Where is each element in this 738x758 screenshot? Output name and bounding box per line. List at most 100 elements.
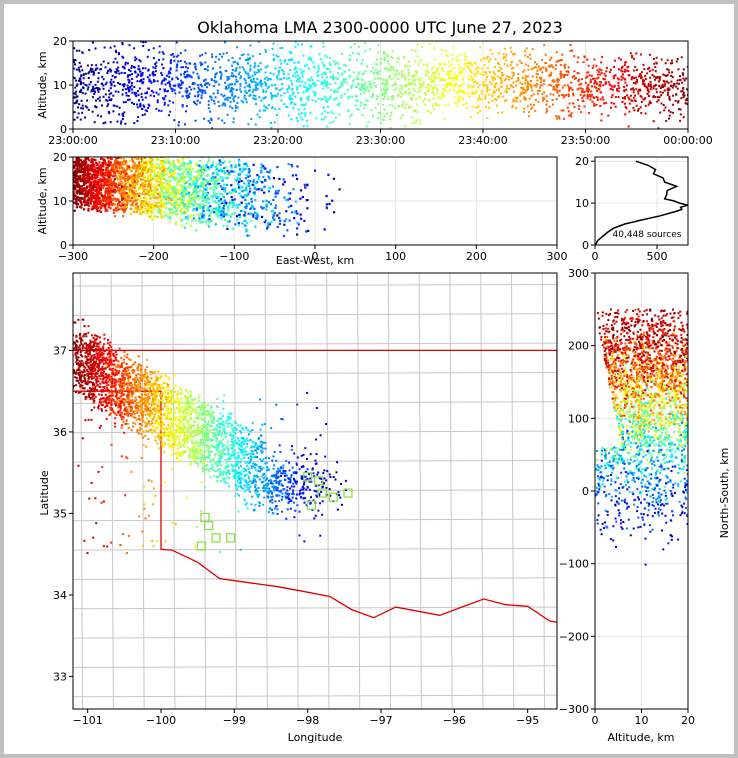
- source-point: [588, 94, 591, 97]
- source-point: [497, 111, 499, 114]
- source-point: [173, 59, 176, 62]
- source-point: [146, 185, 150, 188]
- source-point: [153, 196, 156, 200]
- source-point: [555, 51, 558, 54]
- source-point: [566, 84, 569, 87]
- source-point: [335, 61, 338, 64]
- source-point: [158, 207, 161, 210]
- source-point: [272, 214, 275, 217]
- source-point: [228, 172, 231, 175]
- source-point: [200, 166, 203, 169]
- source-point: [75, 206, 79, 209]
- source-point: [304, 82, 307, 85]
- source-point: [417, 77, 420, 80]
- source-point: [658, 84, 661, 87]
- source-point: [107, 163, 110, 166]
- source-point: [647, 103, 650, 106]
- source-point: [430, 112, 433, 115]
- source-point: [260, 189, 263, 192]
- source-point: [132, 184, 135, 187]
- source-point: [215, 195, 218, 199]
- source-point: [400, 85, 403, 88]
- source-point: [287, 59, 290, 62]
- source-point: [218, 208, 221, 211]
- source-point: [170, 197, 173, 200]
- source-point: [250, 78, 253, 81]
- source-point: [185, 87, 188, 90]
- source-point: [217, 178, 220, 181]
- source-point: [101, 172, 104, 175]
- source-point: [512, 67, 515, 70]
- source-point: [662, 86, 664, 88]
- source-point: [249, 76, 252, 79]
- source-point: [391, 50, 394, 53]
- source-point: [419, 89, 422, 92]
- source-point: [567, 70, 570, 73]
- source-point: [131, 204, 134, 207]
- source-point: [127, 86, 130, 89]
- source-point: [239, 85, 242, 88]
- source-point: [252, 94, 255, 97]
- source-point: [419, 85, 422, 88]
- source-point: [189, 224, 192, 227]
- source-point: [438, 76, 441, 79]
- source-point: [530, 79, 533, 82]
- source-point: [215, 187, 218, 190]
- source-point: [342, 78, 345, 80]
- source-point: [140, 200, 143, 203]
- source-point: [287, 192, 290, 195]
- source-point: [385, 89, 388, 91]
- source-point: [246, 85, 249, 88]
- source-point: [418, 96, 421, 99]
- source-point: [81, 111, 84, 114]
- source-point: [121, 88, 124, 91]
- source-point: [237, 178, 240, 181]
- source-point: [97, 164, 100, 167]
- source-point: [404, 125, 407, 128]
- source-point: [101, 104, 103, 107]
- source-point: [377, 44, 380, 47]
- source-point: [541, 93, 544, 95]
- source-point: [473, 92, 475, 95]
- source-point: [112, 202, 115, 205]
- source-point: [231, 213, 234, 216]
- source-point: [211, 172, 215, 175]
- source-point: [652, 96, 655, 99]
- source-point: [138, 99, 140, 102]
- source-point: [307, 58, 310, 61]
- source-point: [146, 76, 149, 79]
- source-point: [137, 65, 140, 68]
- source-point: [163, 90, 166, 93]
- source-point: [135, 183, 139, 186]
- source-point: [213, 102, 216, 105]
- source-point: [165, 74, 168, 77]
- source-point: [262, 165, 265, 168]
- source-point: [597, 88, 600, 91]
- source-point: [557, 83, 560, 86]
- source-point: [446, 82, 449, 85]
- source-point: [332, 78, 335, 81]
- source-point: [566, 106, 569, 109]
- source-point: [99, 205, 102, 209]
- source-point: [234, 190, 237, 193]
- source-point: [679, 79, 682, 82]
- source-point: [526, 56, 529, 59]
- source-point: [529, 53, 531, 56]
- source-point: [252, 213, 255, 216]
- source-point: [85, 160, 88, 163]
- source-point: [209, 110, 212, 113]
- source-point: [500, 85, 503, 88]
- source-point: [263, 191, 266, 194]
- source-point: [600, 69, 603, 72]
- source-point: [667, 89, 670, 92]
- source-point: [541, 71, 544, 74]
- source-point: [254, 95, 257, 97]
- source-point: [166, 173, 169, 176]
- source-point: [556, 86, 559, 89]
- source-point: [313, 65, 316, 68]
- source-point: [141, 74, 144, 77]
- source-point: [140, 92, 143, 95]
- source-point: [555, 115, 558, 118]
- source-point: [123, 72, 126, 74]
- source-point: [288, 77, 291, 79]
